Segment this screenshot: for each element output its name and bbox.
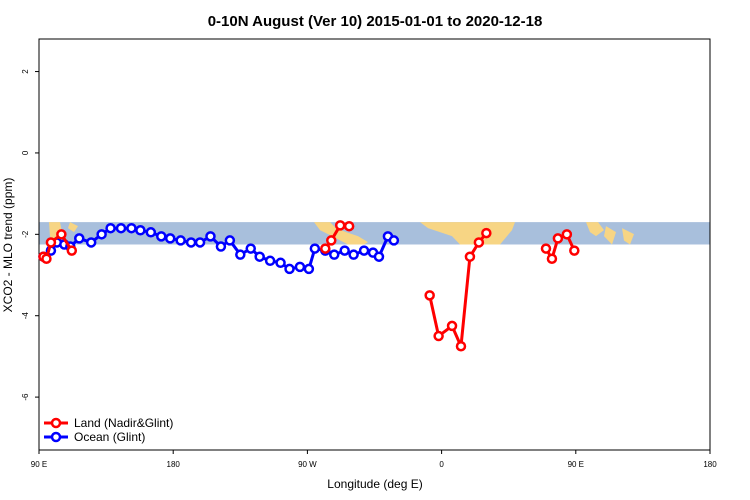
data-point <box>235 249 246 260</box>
data-point <box>348 249 359 260</box>
data-point <box>309 243 321 254</box>
data-point <box>41 253 52 264</box>
y-axis-label: XCO2 - MLO trend (ppm) <box>1 178 15 313</box>
legend-marker-ocean <box>50 431 62 443</box>
x-axis: 90 E 180 90 W 0 90 E 180 <box>31 450 717 469</box>
legend-label-land: Land (Nadir&Glint) <box>74 416 173 430</box>
data-point <box>205 231 216 242</box>
data-point <box>284 263 295 275</box>
legend-marker-land <box>50 417 62 429</box>
data-point <box>343 220 355 232</box>
data-point <box>164 233 176 244</box>
data-point <box>224 235 236 246</box>
data-point <box>339 245 350 256</box>
data-point <box>275 257 286 269</box>
data-point <box>74 233 85 244</box>
y-tick-label: -2 <box>21 230 30 238</box>
legend-item-land: Land (Nadir&Glint) <box>44 416 173 430</box>
series-layer <box>38 220 580 352</box>
data-point <box>464 251 476 262</box>
land-masses <box>49 222 634 245</box>
data-point <box>185 237 197 248</box>
x-tick-label: 180 <box>703 460 717 469</box>
x-tick-label: 90 E <box>568 460 584 469</box>
data-point <box>455 340 467 352</box>
data-point <box>135 225 146 236</box>
data-point <box>96 229 107 240</box>
y-tick-label: -4 <box>21 312 30 320</box>
data-point <box>85 237 97 248</box>
data-point <box>303 263 315 275</box>
land-shape-7 <box>622 228 634 245</box>
data-point <box>540 243 552 254</box>
series-land <box>38 220 580 352</box>
data-point <box>126 222 137 234</box>
data-point <box>481 227 492 239</box>
x-tick-label: 0 <box>439 460 444 469</box>
data-point <box>115 222 127 234</box>
data-point <box>105 222 116 234</box>
data-point <box>56 229 67 240</box>
y-tick-label: 2 <box>21 69 30 74</box>
data-point <box>264 255 276 267</box>
land-shape-2 <box>68 222 78 233</box>
x-tick-label: 90 E <box>31 460 47 469</box>
series-line <box>428 232 488 348</box>
plot-frame <box>38 38 711 451</box>
land-shape-3 <box>314 222 368 245</box>
y-tick-label: -6 <box>21 393 30 401</box>
data-point <box>326 235 337 246</box>
data-point <box>320 243 331 254</box>
data-point <box>546 253 558 264</box>
data-point <box>145 227 157 238</box>
data-point <box>294 261 306 273</box>
data-point <box>45 237 57 248</box>
data-point <box>433 330 444 342</box>
data-point <box>328 249 340 260</box>
data-point <box>388 235 400 246</box>
chart-title: 0-10N August (Ver 10) 2015-01-01 to 2020… <box>208 13 543 30</box>
land-shape-4 <box>420 222 515 245</box>
y-axis: 2 0 -2 -4 -6 <box>21 69 39 401</box>
x-axis-label: Longitude (deg E) <box>327 477 422 491</box>
data-point <box>194 237 206 248</box>
data-point <box>254 251 265 262</box>
x-tick-label: 180 <box>167 460 181 469</box>
legend-item-ocean: Ocean (Glint) <box>44 430 145 444</box>
y-tick-label: 0 <box>21 150 30 155</box>
legend-label-ocean: Ocean (Glint) <box>74 430 145 444</box>
data-point <box>561 229 573 240</box>
data-point <box>446 320 458 332</box>
data-point <box>156 231 167 242</box>
data-point <box>552 233 564 244</box>
data-point <box>66 245 78 256</box>
series-ocean <box>38 222 400 275</box>
data-point <box>334 220 346 231</box>
data-point <box>358 245 370 256</box>
data-point <box>424 290 435 301</box>
land-shape-5 <box>586 222 604 237</box>
legend: Land (Nadir&Glint) Ocean (Glint) <box>44 416 173 444</box>
data-point <box>245 243 256 254</box>
data-point <box>473 237 485 248</box>
data-point <box>215 241 227 252</box>
x-tick-label: 90 W <box>298 460 317 469</box>
data-point <box>373 251 385 262</box>
data-point <box>569 245 580 256</box>
land-shape-6 <box>604 226 616 245</box>
data-point <box>175 235 186 246</box>
